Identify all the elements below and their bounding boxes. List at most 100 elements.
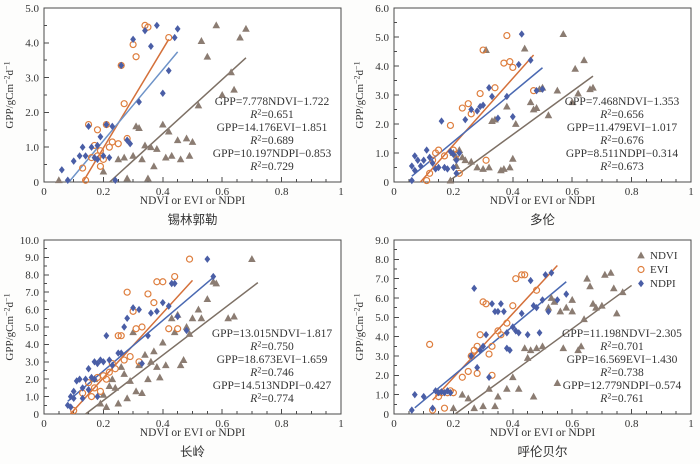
evi-point: [87, 393, 96, 401]
subplot-changling: 0 0.2 0.4 0.6 0.8 1 0 1.0 2.0 3.0 4.0 5.0 6.0 7.0 8.0 9…: [0, 232, 350, 464]
svg-text:8.0: 8.0: [25, 270, 39, 282]
ndvi-point: [212, 279, 221, 287]
ndvi-point: [144, 375, 152, 383]
ndpi-point: [136, 305, 142, 314]
ndpi-point: [64, 176, 71, 184]
ndvi-point: [164, 127, 173, 135]
y-axis-label: GPP/gCm−2d−1: [353, 293, 367, 360]
ndvi-point: [185, 151, 194, 159]
r-squared-value: R2=0.738: [599, 366, 644, 380]
evi-point: [440, 404, 449, 412]
evi-point: [105, 368, 113, 376]
ndvi-point: [141, 141, 149, 149]
ndvi-point: [120, 153, 128, 161]
legend-label: NDVI: [650, 250, 678, 262]
ndvi-point: [218, 91, 226, 98]
ndpi-point: [468, 352, 475, 360]
regression-equation: GPP=14.176EVI−1.851: [217, 122, 328, 134]
evi-point: [96, 387, 105, 395]
svg-text:0.2: 0.2: [447, 418, 461, 430]
ndpi-point: [153, 21, 160, 30]
ndpi-point: [118, 349, 125, 357]
svg-text:0: 0: [34, 409, 40, 421]
evi-point: [138, 323, 146, 331]
ndvi-point: [188, 314, 197, 322]
ndpi-point: [94, 392, 101, 401]
ndpi-regression-line: [411, 67, 543, 177]
evi-point: [476, 89, 484, 98]
x-axis-label: NDVI or EVI or NDPI: [140, 427, 246, 439]
ndvi-point: [511, 120, 520, 127]
ndvi-point: [503, 384, 511, 392]
regression-equation: GPP=11.479EVI−1.017: [567, 122, 678, 134]
ndvi-point: [194, 101, 203, 109]
tick-labels: 0 0.2 0.4 0.6 0.8 1 0 1.0 2.0 3.0 4.0 5.0: [25, 3, 344, 198]
scatter-chart-duolun: 0 0.2 0.4 0.6 0.8 1 0 1.0 2.0 3.0 4.0 5.0 6.0 GPP=7.4…: [353, 3, 694, 227]
ndvi-point: [550, 297, 559, 305]
equation-block: GPP=7.778NDVI−1.722R2=0.651GPP=14.176EVI…: [213, 96, 332, 173]
regression-equation: GPP=18.673EVI−1.659: [217, 354, 328, 366]
ndvi-point: [544, 111, 553, 119]
ndpi-point: [441, 389, 448, 397]
ndpi-point: [106, 153, 113, 162]
evi-point: [479, 46, 487, 54]
evi-point: [185, 255, 194, 263]
ndvi-point: [188, 137, 197, 145]
ndvi-point: [129, 151, 137, 159]
ndvi-legend-icon: [637, 251, 645, 259]
ndvi-point: [538, 342, 547, 350]
ndpi-point: [498, 300, 504, 308]
x-axis-label: NDVI or EVI or NDPI: [490, 195, 596, 207]
evi-point: [464, 367, 472, 376]
ndpi-point: [79, 143, 86, 151]
ndvi-point: [592, 303, 600, 311]
ndvi-point: [99, 390, 108, 398]
ndpi-point: [500, 307, 507, 316]
svg-text:9.0: 9.0: [375, 235, 389, 247]
ndpi-point: [474, 363, 481, 372]
svg-text:3.0: 3.0: [25, 357, 39, 369]
ndvi-point: [138, 155, 146, 163]
ndvi-point: [529, 392, 538, 400]
tick-labels: 0 0.2 0.4 0.6 0.8 1 0 1.0 2.0 3.0 4.0 5.0 6.0 7.0 8.0 9…: [20, 235, 344, 430]
ndpi-point: [159, 298, 166, 307]
legend-label: EVI: [650, 264, 669, 276]
r-squared-value: R2=0.673: [599, 160, 644, 174]
evi-point: [532, 286, 541, 294]
ndvi-point: [494, 392, 502, 400]
ndvi-point: [562, 303, 571, 311]
subplot-title: 呼伦贝尔: [517, 444, 567, 459]
y-axis-label: GPP/gCm−2d−1: [3, 61, 17, 128]
ndvi-point: [135, 124, 143, 131]
ndpi-point: [480, 101, 486, 109]
ndpi-point: [183, 326, 190, 335]
ndvi-point: [577, 342, 585, 350]
ndpi-point: [524, 331, 531, 339]
svg-text:0: 0: [384, 409, 390, 421]
ndvi-point: [144, 174, 152, 182]
ndpi-point: [88, 143, 95, 151]
axis-ticks: [43, 7, 342, 183]
ndpi-point: [536, 329, 543, 337]
ndvi-point: [117, 363, 126, 370]
ndpi-point: [94, 141, 101, 150]
ndvi-point: [248, 255, 256, 263]
ndvi-point: [147, 357, 155, 365]
ndvi-points: [449, 268, 627, 412]
svg-text:0.6: 0.6: [565, 418, 579, 430]
evi-point: [81, 176, 90, 184]
ndpi-point: [85, 122, 92, 131]
ndvi-point: [568, 98, 576, 106]
ndpi-point: [130, 35, 136, 44]
ndpi-point: [70, 387, 77, 396]
evi-point: [497, 331, 505, 339]
svg-text:0.6: 0.6: [215, 186, 229, 198]
ndvi-point: [179, 356, 188, 363]
ndpi-point: [127, 140, 134, 148]
evi-point: [482, 300, 490, 308]
ndvi-point: [598, 301, 606, 309]
r-squared-value: R2=0.729: [249, 160, 294, 174]
ndpi-point: [168, 279, 175, 288]
ndvi-point: [197, 314, 206, 322]
